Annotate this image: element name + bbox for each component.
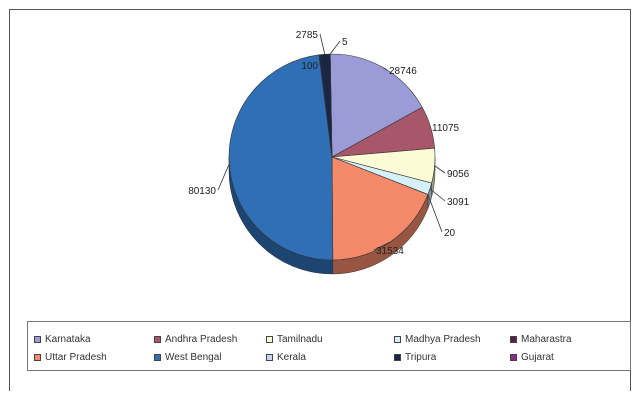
legend-label: Uttar Pradesh [45, 352, 107, 363]
legend-swatch-kerala [266, 354, 273, 361]
legend-item-madhya-pradesh: Madhya Pradesh [394, 334, 481, 345]
pie-chart: 28746 11075 9056 3091 20 31534 80130 100 2785 5 [188, 30, 470, 275]
data-label-andhra-pradesh: 11075 [432, 123, 460, 134]
legend-item-maharastra: Maharastra [510, 334, 572, 345]
data-label-tripura: 2785 [296, 30, 319, 41]
leader-line-kerala [318, 54, 321, 66]
legend-swatch-west-bengal [154, 354, 161, 361]
legend-swatch-tamilnadu [266, 336, 273, 343]
data-label-madhya-pradesh: 3091 [447, 197, 470, 208]
legend-swatch-tripura [394, 354, 401, 361]
leader-line-tripura [319, 33, 326, 55]
legend-label: Tripura [405, 352, 437, 363]
data-label-uttar-pradesh: 31534 [376, 246, 404, 257]
data-label-karnataka: 28746 [389, 66, 417, 77]
legend-swatch-madhya-pradesh [394, 336, 401, 343]
legend-item-tamilnadu: Tamilnadu [266, 334, 323, 345]
data-label-tamilnadu: 9056 [447, 169, 470, 180]
legend-label: West Bengal [165, 352, 222, 363]
pie-slice-karnataka [329, 53, 423, 158]
legend-item-karnataka: Karnataka [34, 334, 91, 345]
legend-label: Tamilnadu [277, 334, 323, 345]
leader-line-uttar-pradesh [373, 241, 391, 251]
data-label-west-bengal: 80130 [188, 186, 216, 197]
legend-label: Maharastra [521, 334, 572, 345]
leader-line-madhya-pradesh [429, 188, 446, 202]
legend-item-gujarat: Gujarat [510, 352, 554, 363]
legend-item-kerala: Kerala [266, 352, 306, 363]
legend-label: Kerala [277, 352, 306, 363]
leader-line-west-bengal [217, 163, 230, 191]
legend-swatch-karnataka [34, 336, 41, 343]
leader-line-karnataka [383, 67, 388, 71]
legend-swatch-uttar-pradesh [34, 354, 41, 361]
pie-labels: 28746 11075 9056 3091 20 31534 80130 100 2785 5 [188, 30, 469, 257]
legend-label: Madhya Pradesh [405, 334, 481, 345]
pie-slice-west-bengal [228, 54, 334, 261]
data-label-kerala: 100 [301, 61, 318, 72]
leader-line-gujarat [329, 40, 341, 55]
legend-swatch-andhra-pradesh [154, 336, 161, 343]
legend-swatch-maharastra [510, 336, 517, 343]
pie-top [228, 53, 436, 261]
legend: Karnataka Andhra Pradesh Tamilnadu Madhy… [27, 321, 631, 371]
leader-line-tamilnadu [434, 165, 446, 174]
legend-item-tripura: Tripura [394, 352, 436, 363]
legend-label: Andhra Pradesh [165, 334, 238, 345]
legend-item-west-bengal: West Bengal [154, 352, 222, 363]
leader-line-maharastra [427, 194, 443, 233]
chart-frame [9, 9, 631, 391]
data-label-gujarat: 5 [342, 37, 348, 48]
legend-item-andhra-pradesh: Andhra Pradesh [154, 334, 237, 345]
legend-item-uttar-pradesh: Uttar Pradesh [34, 352, 107, 363]
data-label-maharastra: 20 [444, 228, 456, 239]
legend-label: Gujarat [521, 352, 554, 363]
legend-swatch-gujarat [510, 354, 517, 361]
legend-label: Karnataka [45, 334, 91, 345]
pie-slice-gujarat [329, 53, 333, 158]
